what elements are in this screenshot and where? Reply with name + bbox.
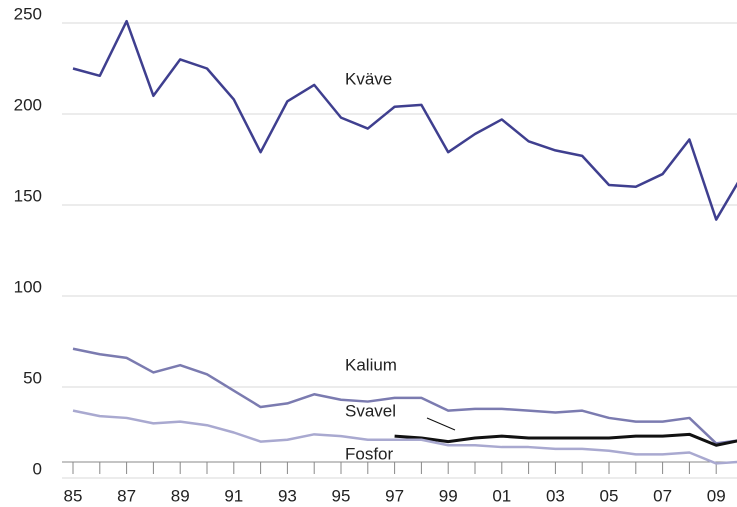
leader-line <box>426 417 456 431</box>
y-tick-label: 0 <box>33 459 42 478</box>
y-tick-label: 200 <box>14 95 42 114</box>
series-line <box>72 347 737 445</box>
y-tick-label: 250 <box>14 4 42 23</box>
series-line <box>72 19 737 221</box>
x-tick-label: 87 <box>117 486 136 505</box>
x-tick-label: 97 <box>385 486 404 505</box>
series-label: Kväve <box>345 69 392 88</box>
x-tick-label: 91 <box>224 486 243 505</box>
series-label: Kalium <box>345 355 397 374</box>
x-tick-label: 85 <box>64 486 83 505</box>
x-tick-label: 07 <box>653 486 672 505</box>
y-tick-label: 150 <box>14 186 42 205</box>
x-tick-label: 05 <box>600 486 619 505</box>
y-tick-label: 100 <box>14 277 42 296</box>
y-tick-label: 50 <box>23 368 42 387</box>
x-tick-label: 01 <box>492 486 511 505</box>
series-label: Fosfor <box>345 444 394 463</box>
x-tick-label: 95 <box>332 486 351 505</box>
series-line <box>72 409 737 465</box>
x-tick-label: 99 <box>439 486 458 505</box>
x-tick-label: 09 <box>707 486 726 505</box>
x-tick-label: 89 <box>171 486 190 505</box>
x-tick-label: 93 <box>278 486 297 505</box>
series-label: Svavel <box>345 401 396 420</box>
series-line <box>394 432 737 447</box>
x-tick-label: 03 <box>546 486 565 505</box>
